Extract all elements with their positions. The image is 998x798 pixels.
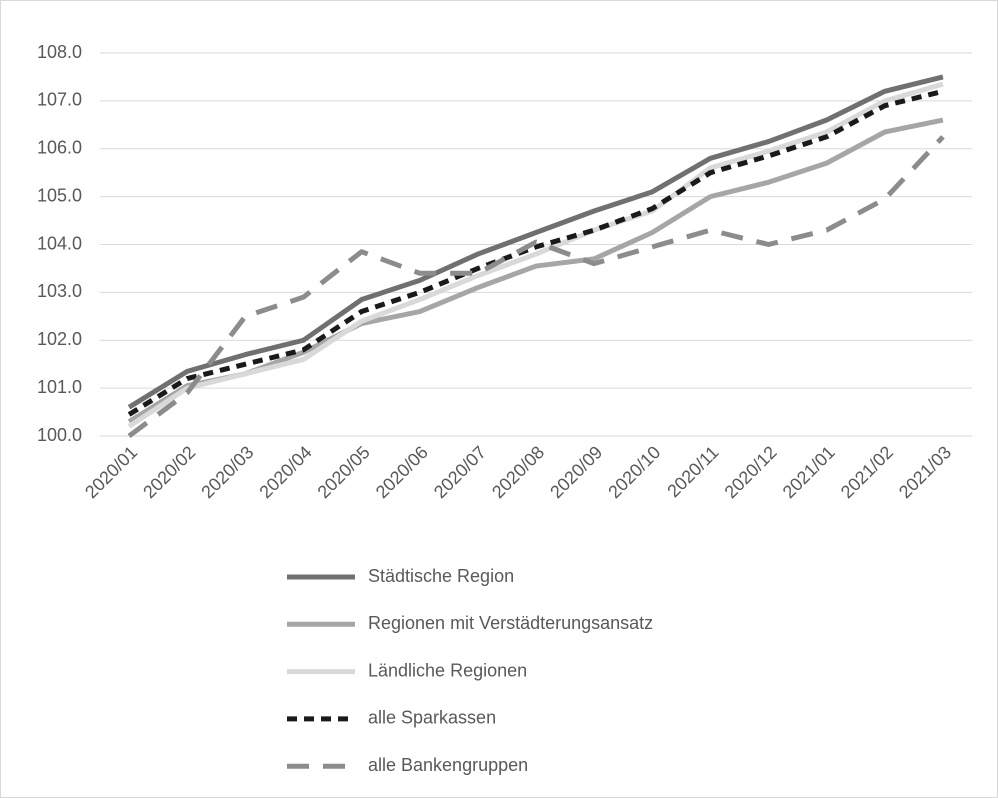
series-line <box>127 135 945 439</box>
series-line <box>127 88 944 417</box>
legend-label: alle Sparkassen <box>368 708 496 728</box>
legend-label: Ländliche Regionen <box>368 660 527 680</box>
legend-label: Städtische Region <box>368 566 514 586</box>
series-line <box>127 74 944 410</box>
y-tick-label: 100.0 <box>37 425 82 445</box>
series-line <box>127 81 944 429</box>
y-tick-label: 103.0 <box>37 281 82 301</box>
y-tick-label: 102.0 <box>37 329 82 349</box>
y-tick-label: 106.0 <box>37 138 82 158</box>
y-tick-label: 105.0 <box>37 185 82 205</box>
y-tick-label: 108.0 <box>37 42 82 62</box>
legend-label: Regionen mit Verstädterungsansatz <box>368 613 653 633</box>
y-tick-label: 101.0 <box>37 377 82 397</box>
legend-label: alle Bankengruppen <box>368 755 528 775</box>
y-tick-label: 104.0 <box>37 233 82 253</box>
y-tick-label: 107.0 <box>37 90 82 110</box>
